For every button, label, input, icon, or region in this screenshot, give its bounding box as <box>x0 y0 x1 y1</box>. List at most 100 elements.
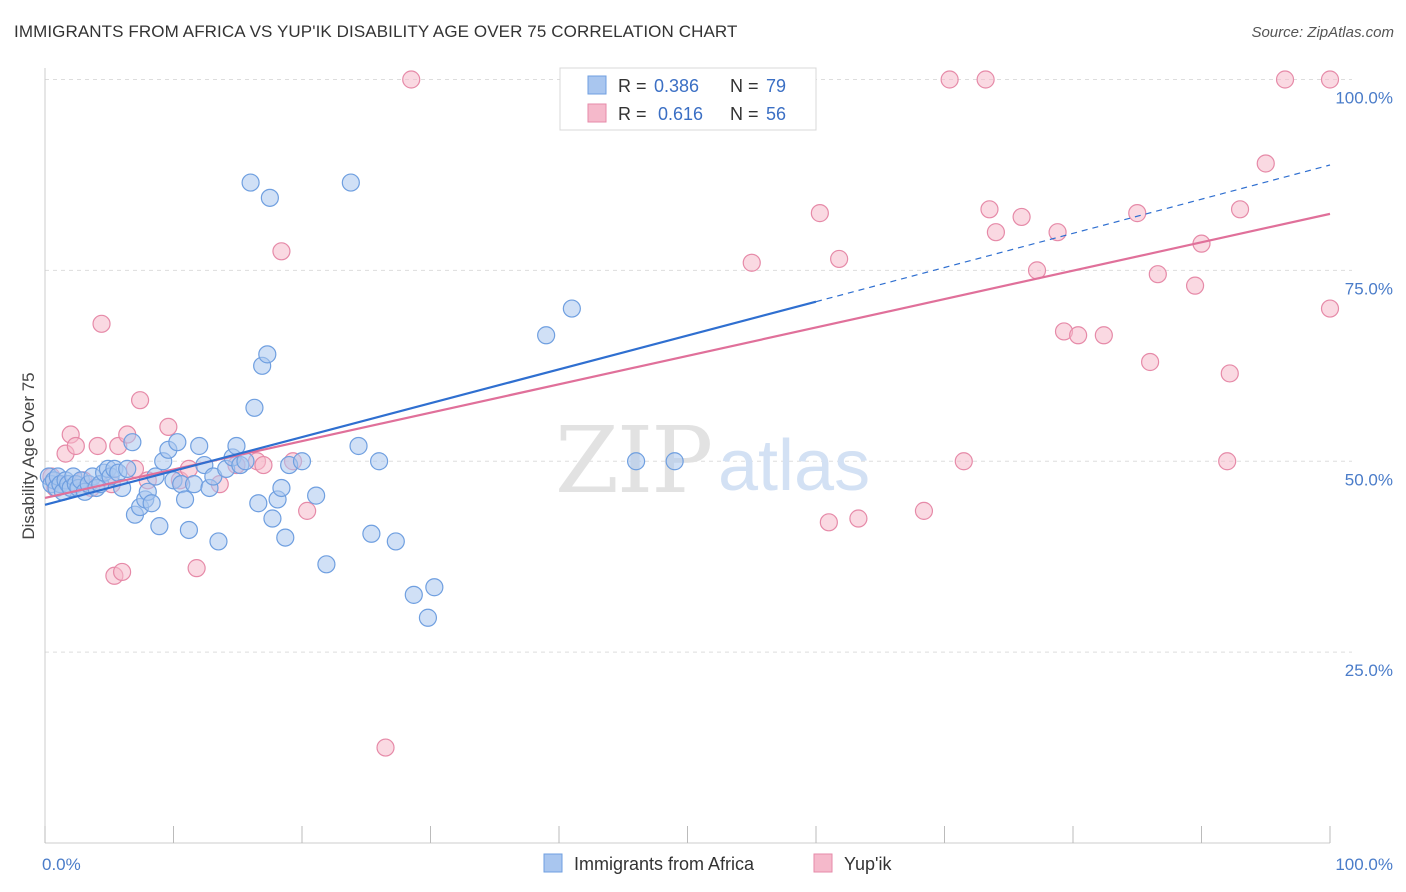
africa-points <box>39 70 813 627</box>
africa-point <box>386 532 405 551</box>
watermark: ZIP atlas <box>555 407 870 514</box>
africa-point <box>562 299 581 318</box>
yupik-point <box>986 223 1006 242</box>
africa-point <box>142 494 161 513</box>
y-tick-label: 75.0% <box>1345 279 1393 298</box>
yupik-point <box>112 562 132 582</box>
trendlines <box>44 164 1331 506</box>
yupik-point <box>66 436 85 456</box>
yupik-point <box>980 200 999 219</box>
series-legend-swatch-yupik <box>813 853 833 873</box>
axes <box>44 68 1331 844</box>
africa-point <box>362 524 381 543</box>
legend-n-label-africa: N = <box>730 76 759 96</box>
africa-point <box>626 452 646 471</box>
legend-n-value-africa: 79 <box>766 76 786 96</box>
africa-point <box>179 520 199 540</box>
africa-point <box>537 326 556 345</box>
y-axis-label: Disability Age Over 75 <box>19 372 38 539</box>
trendline-africa-extension <box>815 164 1331 303</box>
yupik-point <box>272 242 291 261</box>
africa-point <box>184 475 204 494</box>
yupik-point <box>954 452 973 471</box>
yupik-point <box>1140 352 1160 372</box>
yupik-point <box>1128 204 1147 223</box>
africa-point <box>260 188 279 207</box>
africa-point <box>292 452 312 471</box>
trendline-africa <box>44 300 817 506</box>
africa-point <box>175 490 195 509</box>
yupik-point <box>914 501 934 520</box>
africa-point <box>404 585 423 604</box>
yupik-point <box>1230 200 1250 219</box>
africa-point <box>341 173 360 192</box>
yupik-point <box>1094 326 1113 345</box>
africa-point <box>123 433 142 452</box>
yupik-point <box>187 559 206 578</box>
yupik-point <box>1256 154 1275 173</box>
africa-point <box>317 555 336 574</box>
trendline-yupik <box>44 212 1331 499</box>
yupik-point <box>88 436 107 456</box>
series-legend-label-africa: Immigrants from Africa <box>574 854 755 874</box>
africa-point <box>263 509 282 528</box>
africa-point <box>241 173 260 192</box>
yupik-point <box>1069 326 1088 345</box>
legend-r-value-yupik: 0.616 <box>658 104 703 124</box>
africa-point <box>276 528 295 547</box>
yupik-point <box>130 391 150 410</box>
yupik-point <box>849 509 868 528</box>
africa-point <box>418 608 438 627</box>
yupik-point <box>976 70 995 89</box>
africa-point <box>425 578 444 597</box>
source-label: Source: ZipAtlas.com <box>1251 24 1394 41</box>
x-tick-label: 100.0% <box>1335 855 1393 874</box>
africa-point <box>245 398 264 417</box>
yupik-point <box>1185 276 1205 295</box>
africa-point <box>190 436 209 456</box>
legend-r-label-yupik: R = <box>618 104 647 124</box>
series-legend-label-yupik: Yup'ik <box>844 854 892 874</box>
yupik-point <box>742 253 761 272</box>
africa-point <box>150 517 169 536</box>
yupik-point <box>298 501 317 520</box>
watermark-atlas: atlas <box>718 426 870 506</box>
africa-point <box>249 494 268 513</box>
tick-labels: 25.0% 50.0% 75.0% 100.0% 0.0% 100.0% <box>42 89 1393 875</box>
africa-point <box>349 436 368 456</box>
yupik-point <box>1148 265 1167 284</box>
yupik-point <box>254 455 273 475</box>
legend-r-label-africa: R = <box>618 76 647 96</box>
y-tick-label: 50.0% <box>1345 470 1393 489</box>
legend-r-value-africa: 0.386 <box>654 76 699 96</box>
yupik-points <box>42 70 1340 757</box>
yupik-point <box>810 204 829 223</box>
africa-point <box>665 452 684 471</box>
yupik-point <box>940 70 959 89</box>
series-legend: Immigrants from Africa Yup'ik <box>543 853 892 874</box>
africa-point <box>370 452 389 471</box>
series-legend-swatch-africa <box>543 853 563 873</box>
yupik-point <box>1320 299 1340 318</box>
yupik-point <box>376 738 395 757</box>
yupik-point <box>819 513 838 532</box>
yupik-point <box>159 417 178 436</box>
yupik-point <box>1048 223 1067 242</box>
legend-swatch-yupik <box>587 103 607 123</box>
africa-point <box>168 433 187 452</box>
legend-n-value-yupik: 56 <box>766 104 786 124</box>
y-tick-label: 100.0% <box>1335 89 1393 108</box>
yupik-point <box>1012 207 1031 227</box>
yupik-point <box>1320 70 1340 89</box>
y-tick-label: 25.0% <box>1345 661 1393 680</box>
africa-point <box>307 486 326 505</box>
africa-point <box>258 345 277 364</box>
africa-point <box>118 459 137 478</box>
yupik-point <box>92 314 111 333</box>
yupik-point <box>830 249 849 269</box>
x-tick-label: 0.0% <box>42 855 81 874</box>
yupik-point <box>1220 364 1239 383</box>
correlation-legend: R = 0.386 N = 79 R = 0.616 N = 56 <box>559 67 817 131</box>
legend-swatch-africa <box>587 75 607 95</box>
